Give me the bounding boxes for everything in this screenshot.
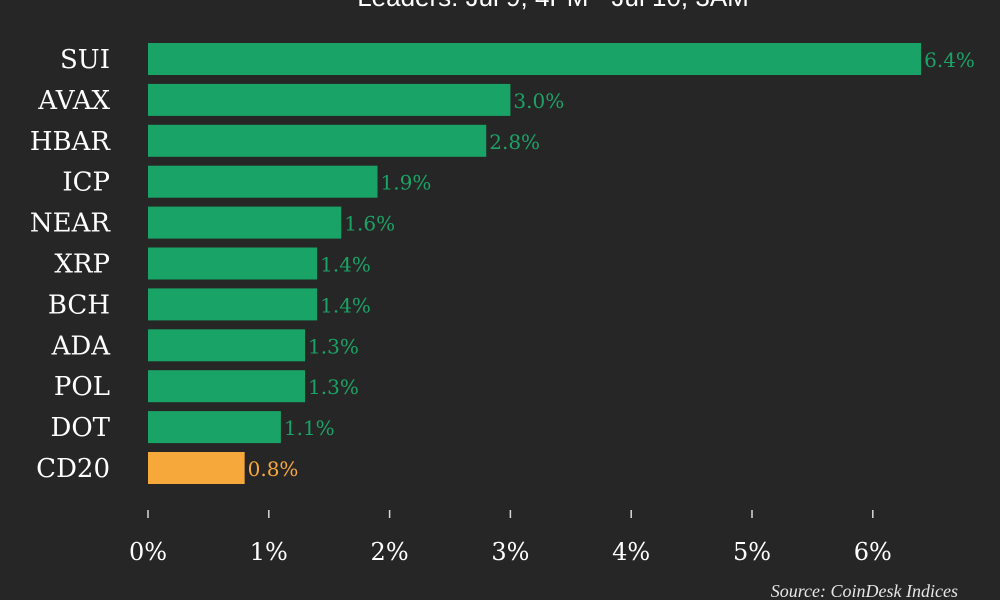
x-tick-label-5: 5% <box>733 538 771 566</box>
category-label-cd20: CD20 <box>36 454 110 484</box>
category-label-bch: BCH <box>48 290 110 320</box>
value-label-cd20: 0.8% <box>248 457 299 481</box>
source-note: Source: CoinDesk Indices <box>771 581 958 600</box>
value-label-hbar: 2.8% <box>489 130 540 154</box>
bar-xrp <box>148 247 318 280</box>
value-label-sui: 6.4% <box>924 48 975 72</box>
category-label-icp: ICP <box>62 168 110 198</box>
x-axis: 0% 1% 2% 3% 4% 5% 6% <box>129 510 892 566</box>
value-label-near: 1.6% <box>344 212 395 236</box>
bar-dot <box>148 411 281 444</box>
bars-group: SUI 6.4% AVAX 3.0% HBAR 2.8% ICP 1.9% NEAR 1.6% XR… <box>30 43 975 484</box>
x-tick-label-1: 1% <box>250 538 288 566</box>
category-label-dot: DOT <box>50 413 110 443</box>
value-label-avax: 3.0% <box>513 89 564 113</box>
bar-bch <box>148 288 318 321</box>
bar-hbar <box>148 124 487 157</box>
category-label-hbar: HBAR <box>30 127 112 157</box>
bar-ada <box>148 329 306 362</box>
category-label-avax: AVAX <box>37 86 110 116</box>
value-label-pol: 1.3% <box>308 375 359 399</box>
bar-avax <box>148 83 511 116</box>
x-tick-label-2: 2% <box>371 538 409 566</box>
value-label-xrp: 1.4% <box>320 253 371 277</box>
x-tick-label-6: 6% <box>854 538 892 566</box>
x-tick-label-4: 4% <box>612 538 650 566</box>
value-label-ada: 1.3% <box>308 334 359 358</box>
category-label-ada: ADA <box>51 331 112 361</box>
bar-cd20 <box>148 452 245 484</box>
category-label-near: NEAR <box>30 209 112 239</box>
bar-near <box>148 206 342 239</box>
chart-title: Leaders: Jul 9, 4PM - Jul 10, 3AM <box>357 0 749 12</box>
x-tick-label-3: 3% <box>491 538 529 566</box>
category-label-pol: POL <box>54 372 110 402</box>
bar-sui <box>148 43 922 75</box>
x-tick-label-0: 0% <box>129 538 167 566</box>
value-label-dot: 1.1% <box>284 416 335 440</box>
value-label-bch: 1.4% <box>320 293 371 317</box>
value-label-icp: 1.9% <box>381 171 432 195</box>
category-label-sui: SUI <box>60 45 110 75</box>
bar-pol <box>148 370 306 403</box>
category-label-xrp: XRP <box>54 250 110 280</box>
bar-icp <box>148 165 378 198</box>
